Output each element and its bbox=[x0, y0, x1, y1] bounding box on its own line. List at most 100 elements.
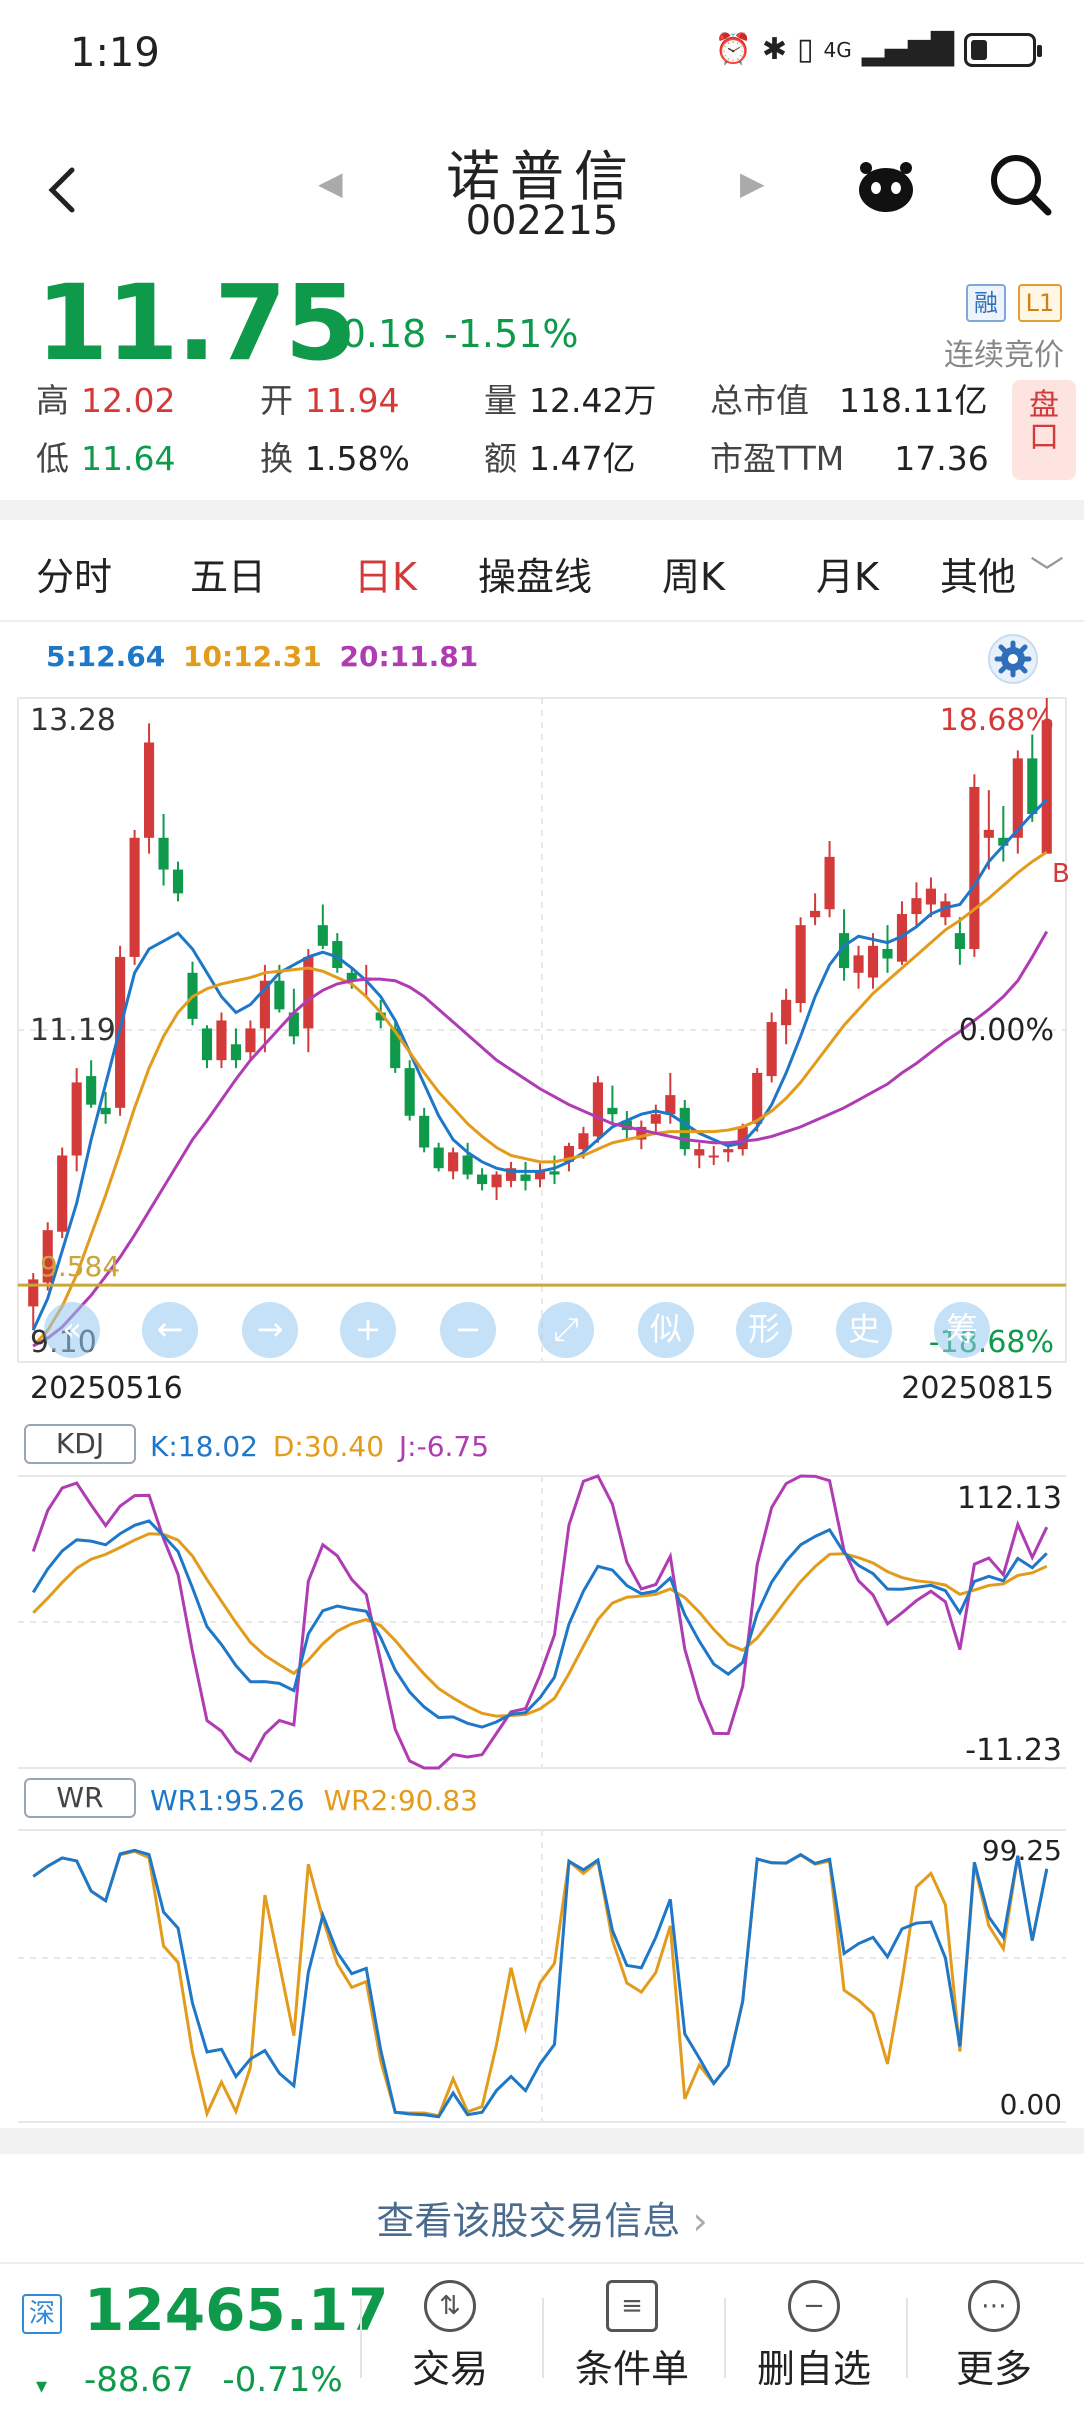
order-book-button[interactable]: 盘口 bbox=[1012, 380, 1076, 480]
kdj-selector[interactable]: KDJ bbox=[24, 1424, 136, 1464]
price-change: -0.18 bbox=[328, 312, 427, 356]
candle bbox=[172, 861, 184, 902]
candle bbox=[607, 1085, 618, 1124]
status-icons: ⏰ ✱ ▯ 4G ▂▄▆█ bbox=[714, 32, 1042, 67]
candle-body bbox=[882, 948, 893, 959]
candle-body bbox=[491, 1174, 502, 1188]
candle bbox=[57, 1147, 68, 1239]
candle-body bbox=[201, 1028, 213, 1061]
stat-pe: 市盈TTM 17.36 bbox=[710, 432, 989, 480]
toolbar-zoom-out-button[interactable]: − bbox=[440, 1302, 496, 1358]
candle-body bbox=[781, 999, 792, 1026]
sell-marker: S bbox=[1052, 690, 1069, 691]
candle bbox=[969, 774, 980, 957]
prev-stock-button[interactable]: ◀ bbox=[318, 164, 343, 202]
toolbar-zoom-in-button[interactable]: + bbox=[340, 1302, 396, 1358]
remove-watchlist-button[interactable]: − 删自选 bbox=[734, 2280, 894, 2393]
candle-body bbox=[998, 837, 1009, 846]
stat-high: 高 12.02 bbox=[36, 374, 175, 422]
tab-daily-k[interactable]: 日K bbox=[354, 555, 417, 599]
candle-body bbox=[303, 956, 314, 1029]
tab-trade-line[interactable]: 操盘线 bbox=[478, 555, 593, 599]
signal-icon: ▂▄▆█ bbox=[861, 32, 954, 67]
candle bbox=[911, 882, 922, 926]
search-button[interactable] bbox=[986, 150, 1054, 218]
level-badge[interactable]: L1 bbox=[1018, 284, 1062, 322]
candle bbox=[1012, 750, 1023, 854]
index-change-pct: -0.71% bbox=[222, 2360, 343, 2400]
candle-body bbox=[100, 1107, 111, 1115]
index-value[interactable]: 12465.17 bbox=[84, 2276, 389, 2344]
candle-body bbox=[766, 1022, 777, 1077]
kdj-d-value: D:30.40 bbox=[272, 1430, 385, 1463]
assistant-button[interactable] bbox=[852, 152, 920, 220]
toolbar-fullscreen-button[interactable]: ⤢ bbox=[538, 1302, 594, 1358]
toolbar-left-button[interactable]: ← bbox=[142, 1302, 198, 1358]
wr-selector[interactable]: WR bbox=[24, 1778, 136, 1818]
candle-body bbox=[477, 1174, 488, 1185]
candle-body bbox=[621, 1120, 632, 1131]
kdj-d-line bbox=[32, 1532, 1048, 1718]
stock-header: ◀ 诺普信 002215 ▶ bbox=[0, 120, 1084, 260]
conditional-order-button[interactable]: ≡ 条件单 bbox=[552, 2280, 712, 2393]
candle-body bbox=[1041, 720, 1052, 854]
candle-body bbox=[578, 1133, 589, 1150]
kline-chart[interactable]: 13.28 11.19 9.10 18.68% 0.00% -18.68% 9.… bbox=[0, 690, 1084, 2130]
candle-body bbox=[332, 941, 343, 969]
toolbar-chips-button[interactable]: 筹 bbox=[934, 1302, 990, 1358]
margin-badge[interactable]: 融 bbox=[966, 284, 1006, 322]
candle bbox=[505, 1161, 517, 1188]
toolbar-history-button[interactable]: 史 bbox=[836, 1302, 892, 1358]
tab-intraday[interactable]: 分时 bbox=[36, 555, 113, 599]
candle bbox=[882, 925, 893, 973]
candle-body bbox=[1027, 758, 1038, 814]
candle-body bbox=[983, 829, 994, 838]
candle bbox=[867, 933, 879, 989]
candle-body bbox=[853, 955, 864, 973]
tab-monthly-k[interactable]: 月K bbox=[816, 555, 879, 599]
tab-weekly-k[interactable]: 周K bbox=[662, 555, 725, 599]
wr1-line bbox=[32, 1848, 1049, 2119]
last-price: 11.75 bbox=[36, 262, 357, 384]
candle bbox=[71, 1068, 82, 1172]
chevron-left-icon bbox=[48, 167, 75, 213]
candle-body bbox=[230, 1044, 242, 1061]
chart-settings-button[interactable] bbox=[988, 634, 1038, 684]
candle bbox=[810, 893, 821, 926]
trade-button[interactable]: ⇅ 交易 bbox=[370, 2280, 530, 2393]
more-button[interactable]: ⋯ 更多 bbox=[914, 2280, 1074, 2393]
candle-body bbox=[448, 1152, 459, 1172]
candle-body bbox=[737, 1126, 748, 1150]
candle-body bbox=[274, 980, 285, 1010]
stock-name: 诺普信 bbox=[446, 145, 638, 208]
toolbar-pattern-button[interactable]: 形 bbox=[736, 1302, 792, 1358]
ma10-line bbox=[32, 850, 1048, 1348]
candle bbox=[781, 988, 792, 1045]
gear-icon bbox=[994, 640, 1032, 678]
ma5-value: 5:12.64 bbox=[46, 640, 166, 673]
y-axis-mid-label: 11.19 bbox=[30, 1013, 116, 1048]
toolbar-rewind-button[interactable]: « bbox=[44, 1302, 100, 1358]
network-label: 4G bbox=[823, 37, 852, 62]
back-button[interactable] bbox=[42, 160, 92, 220]
stat-low: 低 11.64 bbox=[36, 432, 175, 480]
chevron-down-icon[interactable]: ﹀ bbox=[1030, 554, 1064, 594]
tab-other[interactable]: 其他 bbox=[940, 555, 1017, 599]
wr1-value: WR1:95.26 bbox=[150, 1784, 305, 1817]
candle-body bbox=[390, 1028, 401, 1069]
ma20-line bbox=[32, 930, 1049, 1348]
wr-lines bbox=[32, 1848, 1049, 2119]
candle bbox=[1027, 734, 1038, 822]
candle-body bbox=[57, 1155, 68, 1232]
tab-five-day[interactable]: 五日 bbox=[190, 555, 267, 599]
toolbar-similar-button[interactable]: 似 bbox=[638, 1302, 694, 1358]
trade-info-link[interactable]: 查看该股交易信息 › bbox=[0, 2190, 1084, 2245]
candle-body bbox=[752, 1072, 763, 1124]
candle-body bbox=[28, 1279, 39, 1307]
next-stock-button[interactable]: ▶ bbox=[740, 164, 765, 202]
candle-body bbox=[824, 856, 835, 910]
alarm-icon: ⏰ bbox=[714, 32, 752, 67]
battery-icon bbox=[964, 32, 1042, 67]
candle-body bbox=[42, 1230, 53, 1283]
toolbar-right-button[interactable]: → bbox=[242, 1302, 298, 1358]
